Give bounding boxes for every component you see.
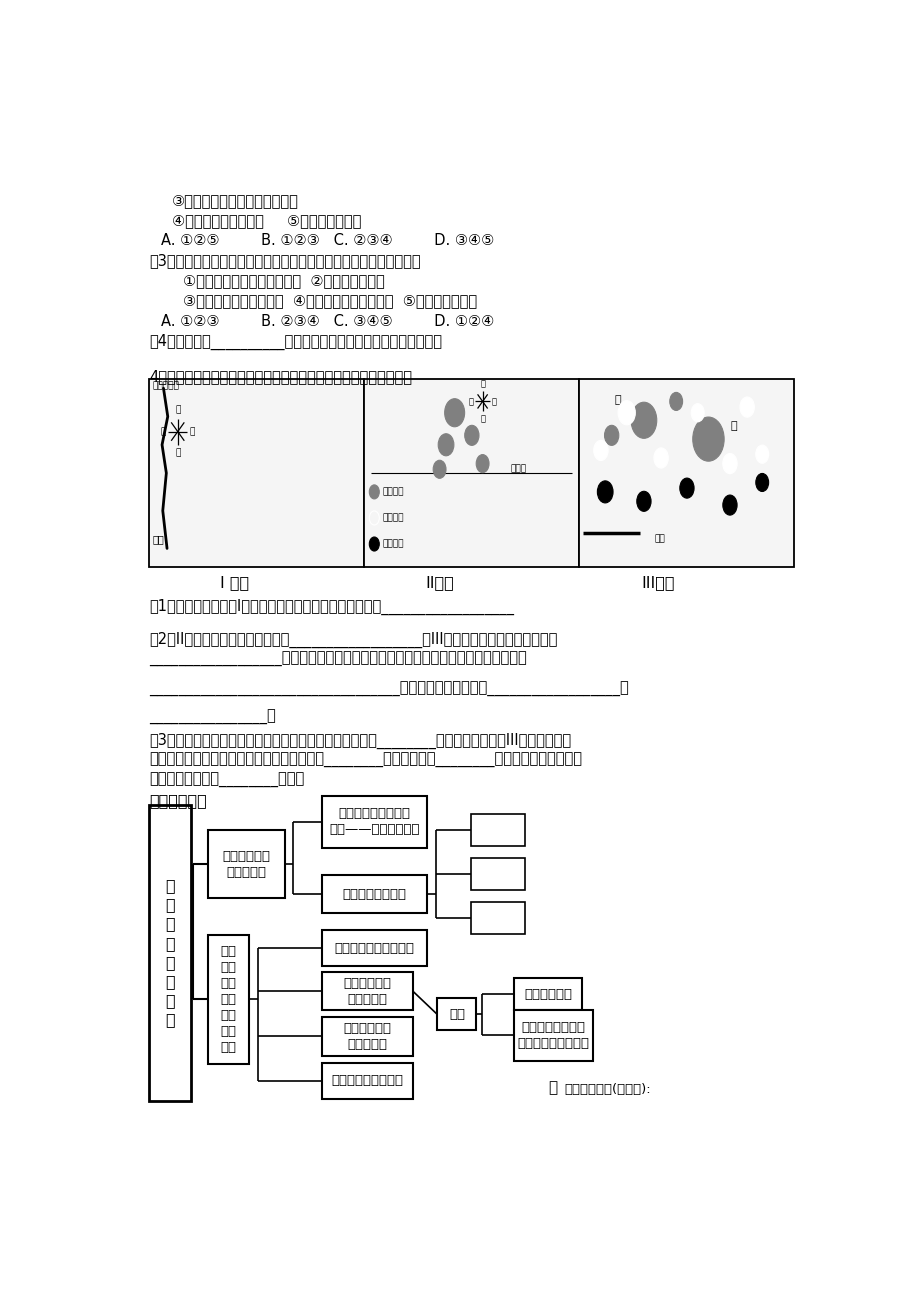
- Text: ③缓解城区日益严重的环境污染: ③缓解城区日益严重的环境污染: [172, 193, 299, 208]
- Text: 城
市
内
部
空
间
结
构: 城 市 内 部 空 间 结 构: [165, 878, 175, 1027]
- Text: 其他因素（历史、
社会、行政因素等）: 其他因素（历史、 社会、行政因素等）: [516, 1021, 589, 1049]
- Circle shape: [630, 402, 656, 439]
- Text: ①二、三环路地租比市中心低  ②市中心交通拥堵: ①二、三环路地租比市中心低 ②市中心交通拥堵: [183, 273, 384, 289]
- FancyBboxPatch shape: [437, 999, 476, 1030]
- Text: 一公路: 一公路: [510, 465, 526, 474]
- Text: __________________________________；这种变化主要是为了__________________和: __________________________________；这种变化主…: [149, 681, 629, 697]
- Circle shape: [636, 491, 651, 512]
- Text: 城市
内部
空间
结构
的形
成和
变化: 城市 内部 空间 结构 的形 成和 变化: [221, 945, 236, 1053]
- Circle shape: [369, 484, 379, 499]
- Text: 城市内部空间
结构的变化: 城市内部空间 结构的变化: [343, 1022, 391, 1051]
- Text: 东: 东: [189, 427, 195, 436]
- Text: A. ①②③         B. ②③④   C. ③④⑤         D. ①②④: A. ①②③ B. ②③④ C. ③④⑤ D. ①②④: [161, 314, 494, 328]
- Circle shape: [437, 434, 453, 456]
- Text: 北: 北: [480, 379, 484, 388]
- Text: （3）近年该市超级市场逐渐从市中心向二、三环路迁移，主要原因是: （3）近年该市超级市场逐渐从市中心向二、三环路迁移，主要原因是: [149, 254, 420, 268]
- Text: 城市土地利用的不同
方式——功能区的形成: 城市土地利用的不同 方式——功能区的形成: [329, 807, 419, 836]
- FancyBboxPatch shape: [514, 1010, 592, 1061]
- Text: （4）以上说明__________因素是城市内部空间结构形成的主要因素: （4）以上说明__________因素是城市内部空间结构形成的主要因素: [149, 333, 442, 350]
- Text: 风向风频图: 风向风频图: [153, 381, 179, 391]
- FancyBboxPatch shape: [322, 973, 413, 1010]
- Text: 主要功能区及特点: 主要功能区及特点: [342, 888, 406, 901]
- Bar: [149, 379, 364, 568]
- Text: 河流: 河流: [153, 535, 165, 544]
- Circle shape: [653, 448, 667, 467]
- Text: II阶段: II阶段: [425, 575, 453, 590]
- FancyBboxPatch shape: [471, 902, 525, 935]
- FancyBboxPatch shape: [471, 814, 525, 846]
- Text: （2）II阶段商业用地分布的特点是__________________，III阶段商业用地出现的新变化是: （2）II阶段商业用地分布的特点是__________________，III阶…: [149, 631, 557, 647]
- Bar: [364, 379, 579, 568]
- Text: （: （: [548, 1081, 557, 1095]
- FancyBboxPatch shape: [322, 1062, 413, 1099]
- Circle shape: [476, 454, 489, 473]
- Text: 【知识网络】: 【知识网络】: [149, 793, 207, 807]
- FancyBboxPatch shape: [149, 805, 190, 1100]
- FancyBboxPatch shape: [322, 930, 426, 966]
- Circle shape: [690, 404, 703, 422]
- Text: 南: 南: [175, 449, 180, 457]
- Circle shape: [464, 426, 479, 445]
- Text: 城市发展初期(小城市):: 城市发展初期(小城市):: [563, 1083, 650, 1095]
- Circle shape: [669, 392, 682, 410]
- Circle shape: [369, 536, 379, 551]
- Text: 生产用地: 生产用地: [381, 539, 403, 548]
- Text: 铁路: 铁路: [654, 535, 664, 543]
- FancyBboxPatch shape: [471, 858, 525, 891]
- Circle shape: [679, 478, 693, 499]
- Circle shape: [722, 495, 736, 516]
- Circle shape: [722, 453, 736, 474]
- Text: 西: 西: [468, 397, 473, 406]
- FancyBboxPatch shape: [514, 978, 582, 1010]
- Text: 北: 北: [175, 405, 180, 414]
- Circle shape: [444, 398, 464, 427]
- Circle shape: [618, 401, 635, 424]
- Circle shape: [596, 480, 612, 503]
- Text: 现了分化，从建筑质量来说，图中甲住宅区为________，乙住宅区为________。从位置上来说，甲、: 现了分化，从建筑质量来说，图中甲住宅区为________，乙住宅区为______…: [149, 753, 582, 768]
- Text: 生活用地: 生活用地: [381, 513, 403, 522]
- Circle shape: [692, 417, 723, 461]
- FancyBboxPatch shape: [322, 875, 426, 913]
- Circle shape: [433, 460, 446, 478]
- Text: I 阶段: I 阶段: [220, 575, 248, 590]
- Text: 城市内部空间
结构的形成: 城市内部空间 结构的形成: [343, 976, 391, 1006]
- Text: ________________。: ________________。: [149, 710, 276, 725]
- Text: 乙: 乙: [614, 395, 620, 405]
- Text: 乙两住宅区出现了________状况。: 乙两住宅区出现了________状况。: [149, 773, 304, 788]
- Text: （1）城市形成阶段（I阶段）决定城市形成和发展的条件是__________________: （1）城市形成阶段（I阶段）决定城市形成和发展的条件是_____________…: [149, 599, 514, 615]
- Text: 成因: 成因: [448, 1008, 464, 1021]
- Circle shape: [604, 426, 618, 445]
- Circle shape: [755, 474, 767, 491]
- Text: 商业用地: 商业用地: [381, 487, 403, 496]
- Text: 三种城市地域结构模式: 三种城市地域结构模式: [335, 941, 414, 954]
- Circle shape: [755, 445, 767, 464]
- Text: 城市功能分区的变化: 城市功能分区的变化: [331, 1074, 403, 1087]
- Text: III阶段: III阶段: [641, 575, 675, 590]
- Text: 西: 西: [160, 427, 165, 436]
- Text: 甲: 甲: [731, 421, 737, 431]
- FancyBboxPatch shape: [208, 935, 249, 1064]
- FancyBboxPatch shape: [322, 796, 426, 848]
- Text: 4、下图是某发达国家某城市用地变化示意图，读图回答下列问题。: 4、下图是某发达国家某城市用地变化示意图，读图回答下列问题。: [149, 368, 412, 384]
- Circle shape: [739, 397, 754, 417]
- Text: ④郊区廉价劳动力丰富     ⑤人口向郊区迁移: ④郊区廉价劳动力丰富 ⑤人口向郊区迁移: [172, 214, 361, 228]
- FancyBboxPatch shape: [208, 829, 284, 898]
- Text: 城市土地利用
和功能分区: 城市土地利用 和功能分区: [222, 849, 270, 879]
- Bar: [579, 379, 794, 568]
- FancyBboxPatch shape: [322, 1017, 413, 1056]
- Text: ③二、三环路人流量更大  ④城市交通网的不断完善  ⑤市中心人口减少: ③二、三环路人流量更大 ④城市交通网的不断完善 ⑤市中心人口减少: [183, 293, 476, 309]
- Circle shape: [593, 440, 607, 461]
- Text: A. ①②⑤         B. ①②③   C. ②③④         D. ③④⑤: A. ①②⑤ B. ①②③ C. ②③④ D. ③④⑤: [161, 233, 494, 249]
- Text: （3）住宅区为城市居民提供生活和居住场所，它是城市中________的土地利用方式。III阶段住宅区出: （3）住宅区为城市居民提供生活和居住场所，它是城市中________的土地利用方…: [149, 733, 571, 749]
- Text: （主要因素）: （主要因素）: [524, 988, 572, 1001]
- Text: __________________。在该城市发展的过程中，工业区区位变化的特点总体上表现为: __________________。在该城市发展的过程中，工业区区位变化的特点…: [149, 651, 527, 667]
- Text: 南: 南: [480, 414, 484, 423]
- Text: 东: 东: [492, 397, 496, 406]
